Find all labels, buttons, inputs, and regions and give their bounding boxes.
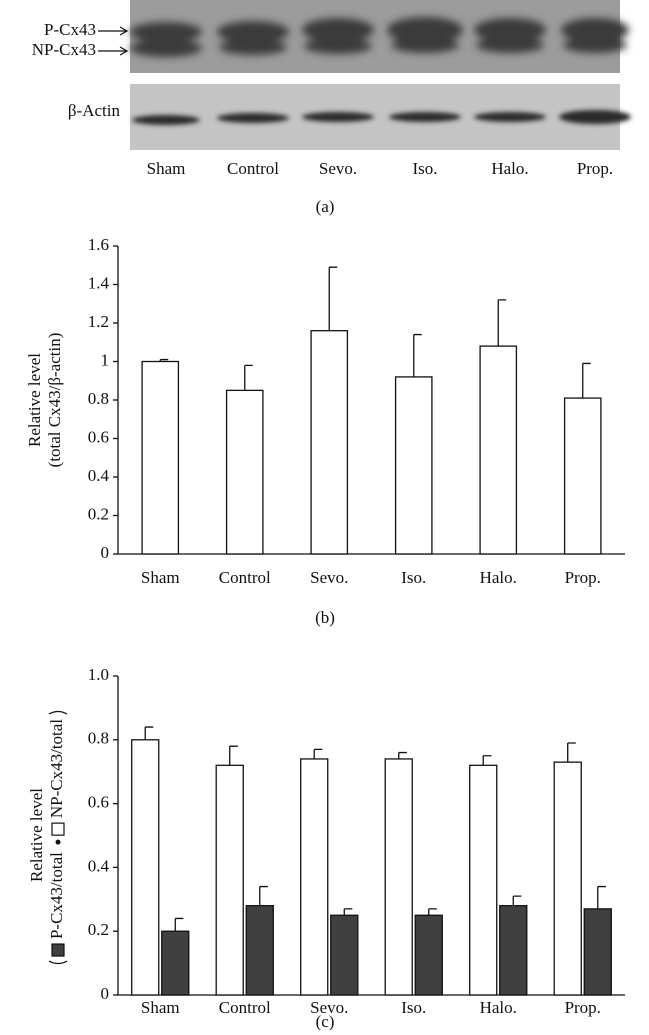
bar xyxy=(227,390,263,554)
error-bar xyxy=(230,746,238,765)
error-bar xyxy=(583,363,591,398)
blot-lower xyxy=(130,84,620,150)
x-tick-label: Sevo. xyxy=(310,568,348,587)
error-bar xyxy=(344,909,352,915)
legend-swatch xyxy=(52,823,64,835)
y-tick-label: 0.4 xyxy=(88,466,110,485)
x-tick-label: Prop. xyxy=(565,568,601,587)
legend-swatch xyxy=(52,944,64,956)
bar xyxy=(132,740,159,995)
y-tick-label: 0.8 xyxy=(88,389,109,408)
bar xyxy=(162,931,189,995)
bar xyxy=(385,759,412,995)
y-label-line: Relative level xyxy=(27,788,46,882)
x-tick-label: Control xyxy=(219,568,271,587)
legend-label: NP-Cx43/total xyxy=(47,719,66,818)
error-bar xyxy=(260,887,268,906)
error-bar xyxy=(429,909,437,915)
error-bar xyxy=(483,756,491,766)
error-bar xyxy=(498,300,506,346)
bar xyxy=(565,398,601,554)
y-tick-label: 1.6 xyxy=(88,235,109,254)
bar xyxy=(142,362,178,555)
blot-upper xyxy=(130,0,620,73)
error-bar xyxy=(399,753,407,759)
y-label-line: Relative level xyxy=(25,353,44,447)
y-tick-label: 0.2 xyxy=(88,504,109,523)
bar xyxy=(470,765,497,995)
y-tick-label: 1.0 xyxy=(88,665,109,684)
legend-paren xyxy=(49,711,67,714)
y-tick-label: 0.8 xyxy=(88,729,109,748)
lane-label: Sevo. xyxy=(319,159,357,178)
legend: P-Cx43/total NP-Cx43/total xyxy=(47,711,67,963)
x-tick-label: Halo. xyxy=(480,568,517,587)
x-tick-label: Prop. xyxy=(565,998,601,1017)
x-tick-label: Control xyxy=(219,998,271,1017)
bar xyxy=(301,759,328,995)
bar xyxy=(246,906,273,995)
bar xyxy=(480,346,516,554)
legend-label: P-Cx43/total xyxy=(47,852,66,939)
legend-bullet xyxy=(56,840,61,845)
y-label-line: (total Cx43/β-actin) xyxy=(45,333,64,468)
error-bar xyxy=(513,896,521,906)
y-tick-label: 0.2 xyxy=(88,920,109,939)
y-tick-label: 0.6 xyxy=(88,427,109,446)
lane-label: Iso. xyxy=(412,159,437,178)
panel-caption: (a) xyxy=(316,197,335,216)
panel-caption: (b) xyxy=(315,608,335,627)
actin-label: β-Actin xyxy=(68,101,121,120)
error-bar xyxy=(175,918,183,931)
y-tick-label: 0 xyxy=(101,543,110,562)
bar xyxy=(554,762,581,995)
legend-paren xyxy=(49,961,67,964)
bar xyxy=(311,331,347,554)
y-tick-label: 1.2 xyxy=(88,312,109,331)
lane-label: Control xyxy=(227,159,279,178)
bar xyxy=(331,915,358,995)
error-bar xyxy=(414,335,422,377)
x-tick-label: Halo. xyxy=(480,998,517,1017)
x-tick-label: Iso. xyxy=(401,998,426,1017)
y-axis-label: Relative level(total Cx43/β-actin) xyxy=(25,333,64,468)
bar xyxy=(216,765,243,995)
y-tick-label: 0 xyxy=(101,984,110,1003)
x-tick-label: Iso. xyxy=(401,568,426,587)
blot-image xyxy=(130,0,631,150)
y-tick-label: 0.4 xyxy=(88,856,110,875)
lane-label: Prop. xyxy=(577,159,613,178)
bar xyxy=(396,377,432,554)
error-bar xyxy=(245,365,253,390)
x-tick-label: Sham xyxy=(141,998,180,1017)
y-tick-label: 1.4 xyxy=(88,273,110,292)
error-bar xyxy=(314,749,322,759)
lane-label: Halo. xyxy=(491,159,528,178)
error-bar xyxy=(145,727,153,740)
bar xyxy=(415,915,442,995)
band-label: NP-Cx43 xyxy=(32,40,96,59)
bar xyxy=(500,906,527,995)
x-tick-label: Sham xyxy=(141,568,180,587)
error-bar xyxy=(568,743,576,762)
figure: P-Cx43 NP-Cx43 β-Actin (a) Sham Control Se… xyxy=(0,0,649,1030)
lane-label: Sham xyxy=(147,159,186,178)
band-arrows xyxy=(98,27,127,55)
band-label: P-Cx43 xyxy=(44,20,96,39)
y-tick-label: 0.6 xyxy=(88,793,109,812)
bar xyxy=(584,909,611,995)
panel-caption: (c) xyxy=(316,1012,335,1030)
error-bar xyxy=(598,887,606,909)
error-bar xyxy=(329,267,337,331)
y-tick-label: 1 xyxy=(101,350,110,369)
